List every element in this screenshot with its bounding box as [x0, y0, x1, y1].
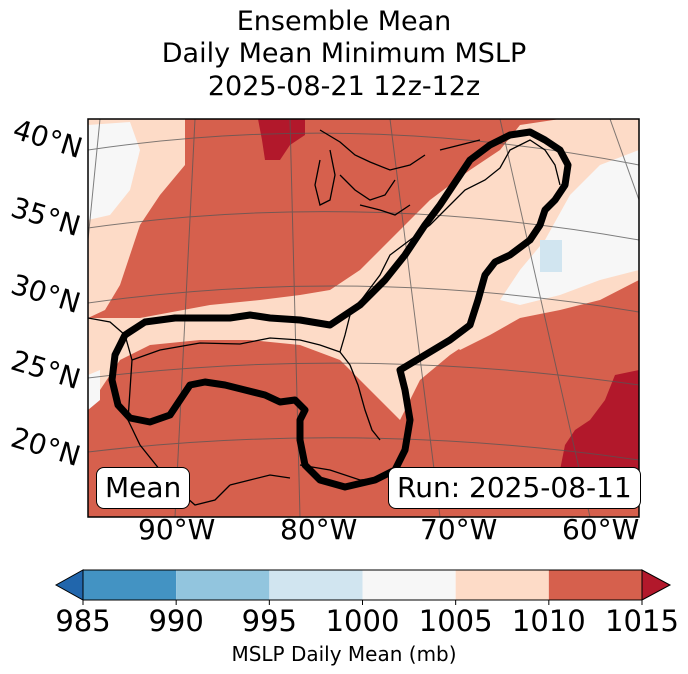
- lon-label-80w: 80°W: [280, 513, 358, 546]
- map-area: [88, 119, 639, 517]
- lon-label-70w: 70°W: [420, 513, 498, 546]
- colorbar-extend-low: [54, 569, 84, 601]
- lon-label-60w: 60°W: [562, 513, 640, 546]
- graticule: [88, 119, 639, 517]
- colorbar-extend-high: [641, 569, 672, 601]
- colorbar-segment: [83, 570, 177, 600]
- field-above-1015-north: [258, 119, 305, 160]
- lon-label-90w: 90°W: [138, 513, 216, 546]
- title-line-2: Daily Mean Minimum MSLP: [161, 38, 527, 69]
- probability-contour: [108, 128, 572, 491]
- colorbar-label: MSLP Daily Mean (mb): [231, 642, 457, 666]
- colorbar-tick-label: 990: [148, 604, 204, 638]
- mean-label-box: Mean: [96, 467, 191, 509]
- field-995-1000: [540, 240, 562, 272]
- colorbar-tick-label: 1005: [418, 604, 493, 638]
- run-date-box: Run: 2025-08-11: [388, 467, 641, 509]
- field-1000-1005-west: [88, 122, 140, 220]
- colorbar-segment: [455, 570, 549, 600]
- colorbar-tick-label: 985: [55, 604, 111, 638]
- map-frame: [87, 118, 640, 518]
- colorbar-tick-label: 1010: [511, 604, 586, 638]
- field-1000-1005-northeast: [500, 150, 639, 305]
- title-line-3: 2025-08-21 12z-12z: [207, 71, 481, 102]
- title-line-1: Ensemble Mean: [236, 6, 452, 37]
- colorbar-tick-label: 995: [241, 604, 298, 638]
- colorbar-segment: [269, 570, 363, 600]
- colorbar-segment: [548, 570, 642, 600]
- field-1000-1005-sw: [88, 370, 100, 410]
- colorbar-tick-label: 1015: [605, 604, 679, 638]
- colorbar-tick-label: 1000: [325, 604, 400, 638]
- colorbar: [54, 569, 672, 605]
- colorbar-segment: [362, 570, 456, 600]
- colorbar-segment: [176, 570, 270, 600]
